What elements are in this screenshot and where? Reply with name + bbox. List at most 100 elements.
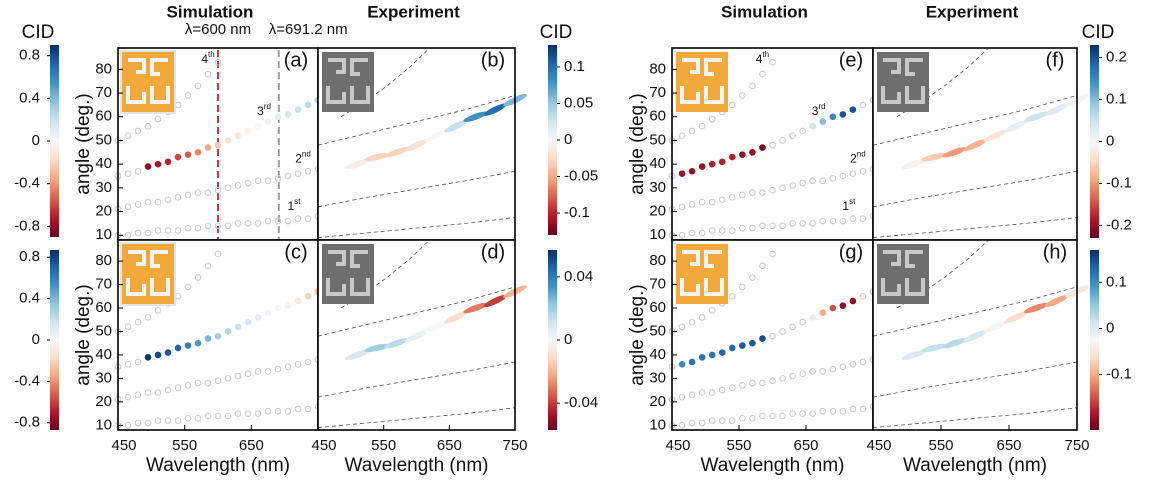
y-tick-label: 50 — [649, 322, 666, 339]
panel-label: (a) — [284, 49, 308, 71]
cid-point — [165, 349, 172, 356]
cid-point — [255, 314, 262, 321]
order-suffix: st — [294, 197, 301, 206]
colorbar-tick-label: 0 — [1106, 132, 1114, 149]
x-tick-label: 550 — [172, 437, 197, 454]
x-tick-label: 550 — [928, 437, 953, 454]
cid-point — [205, 335, 212, 342]
cid-point — [235, 132, 242, 139]
order-suffix: rd — [818, 102, 825, 111]
x-tick-label: 450 — [111, 437, 136, 454]
cid-point — [265, 118, 272, 125]
y-tick-label: 30 — [95, 369, 112, 386]
colorbar — [548, 250, 557, 430]
x-tick-label: 650 — [793, 437, 818, 454]
cid-point — [245, 128, 252, 135]
colorbar-tick-label: -0.4 — [14, 175, 40, 192]
cid-point — [185, 342, 192, 349]
cid-point — [679, 361, 686, 368]
cid-point — [689, 168, 696, 175]
y-tick-label: 60 — [95, 299, 112, 316]
colorbar-tick-label: 0 — [564, 331, 572, 348]
colorbar-tick-label: 0.1 — [564, 58, 585, 75]
x-tick-label: 750 — [1064, 437, 1089, 454]
cid-point — [265, 309, 272, 316]
cid-point — [205, 144, 212, 151]
colorbar-tick-label: 0 — [564, 131, 572, 148]
y-tick-label: 50 — [95, 322, 112, 339]
x-tick-label: 650 — [437, 437, 462, 454]
cid-point — [155, 161, 162, 168]
colorbar-tick-label: 0.04 — [564, 268, 593, 285]
cid-point — [215, 142, 222, 149]
cid-point — [830, 113, 837, 120]
y-tick-label: 20 — [95, 203, 112, 220]
cid-point — [255, 123, 262, 130]
y-tick-label: 30 — [649, 179, 666, 196]
cid-point — [699, 354, 706, 361]
x-tick-label: 550 — [371, 437, 396, 454]
cid-point — [225, 137, 232, 144]
colorbar-tick-label: -0.2 — [1106, 216, 1132, 233]
x-tick-label: 450 — [311, 437, 336, 454]
inset — [322, 52, 374, 112]
colorbar — [1090, 250, 1099, 430]
colorbar — [50, 45, 59, 237]
cid-point — [759, 144, 766, 151]
colorbar-tick-label: 0.1 — [1106, 91, 1127, 108]
colorbar-tick-label: 0.4 — [19, 290, 40, 307]
y-tick-label: 60 — [95, 108, 112, 125]
y-tick-label: 10 — [95, 226, 112, 243]
y-tick-label: 50 — [649, 131, 666, 148]
order-suffix: nd — [302, 150, 311, 159]
panel-label: (e) — [839, 49, 863, 71]
colorbar-tick-label: -0.8 — [14, 414, 40, 431]
cid-point — [719, 158, 726, 165]
cid-point — [275, 113, 282, 120]
cid-point — [145, 163, 152, 170]
y-axis-label: angle (deg.) — [627, 284, 648, 385]
y-tick-label: 70 — [95, 84, 112, 101]
cid-point — [195, 149, 202, 156]
y-tick-label: 70 — [95, 276, 112, 293]
colorbar-tick-label: 0.05 — [564, 94, 593, 111]
colorbar-tick-label: -0.05 — [564, 168, 598, 185]
y-tick-label: 20 — [649, 393, 666, 410]
figure: λ=600 nmλ=691.2 nm1st2nd3rd4th1020304050… — [0, 0, 1160, 485]
inset — [676, 244, 728, 304]
y-tick-label: 60 — [649, 108, 666, 125]
colorbar-tick-label: 0.8 — [19, 47, 40, 64]
column-title: Experiment — [367, 2, 460, 21]
cid-point — [145, 354, 152, 361]
y-tick-label: 70 — [649, 84, 666, 101]
marker-label: λ=600 nm — [185, 21, 251, 38]
order-suffix: th — [762, 50, 769, 59]
marker-label: λ=691.2 nm — [269, 21, 348, 38]
cid-point — [729, 154, 736, 161]
cid-point — [235, 323, 242, 330]
panel-label: (f) — [1046, 49, 1065, 71]
y-tick-label: 40 — [95, 155, 112, 172]
colorbar-tick-label: 0 — [32, 331, 40, 348]
y-tick-label: 40 — [95, 346, 112, 363]
cid-point — [165, 158, 172, 165]
colorbar — [548, 45, 557, 235]
y-tick-label: 80 — [649, 60, 666, 77]
cid-point — [305, 293, 312, 300]
x-tick-label: 650 — [239, 437, 264, 454]
cid-point — [305, 102, 312, 109]
inset — [322, 244, 374, 304]
cid-point — [850, 106, 857, 113]
order-suffix: st — [849, 197, 856, 206]
y-tick-label: 40 — [649, 346, 666, 363]
cid-point — [830, 305, 837, 312]
colorbar-label: CID — [540, 22, 573, 43]
cid-point — [840, 111, 847, 118]
cid-point — [225, 328, 232, 335]
x-tick-label: 550 — [726, 437, 751, 454]
column-title: Experiment — [926, 2, 1019, 21]
y-axis-label: angle (deg.) — [73, 93, 94, 194]
colorbar-tick-label: 0.1 — [1106, 273, 1127, 290]
cid-point — [245, 319, 252, 326]
cid-point — [155, 352, 162, 359]
